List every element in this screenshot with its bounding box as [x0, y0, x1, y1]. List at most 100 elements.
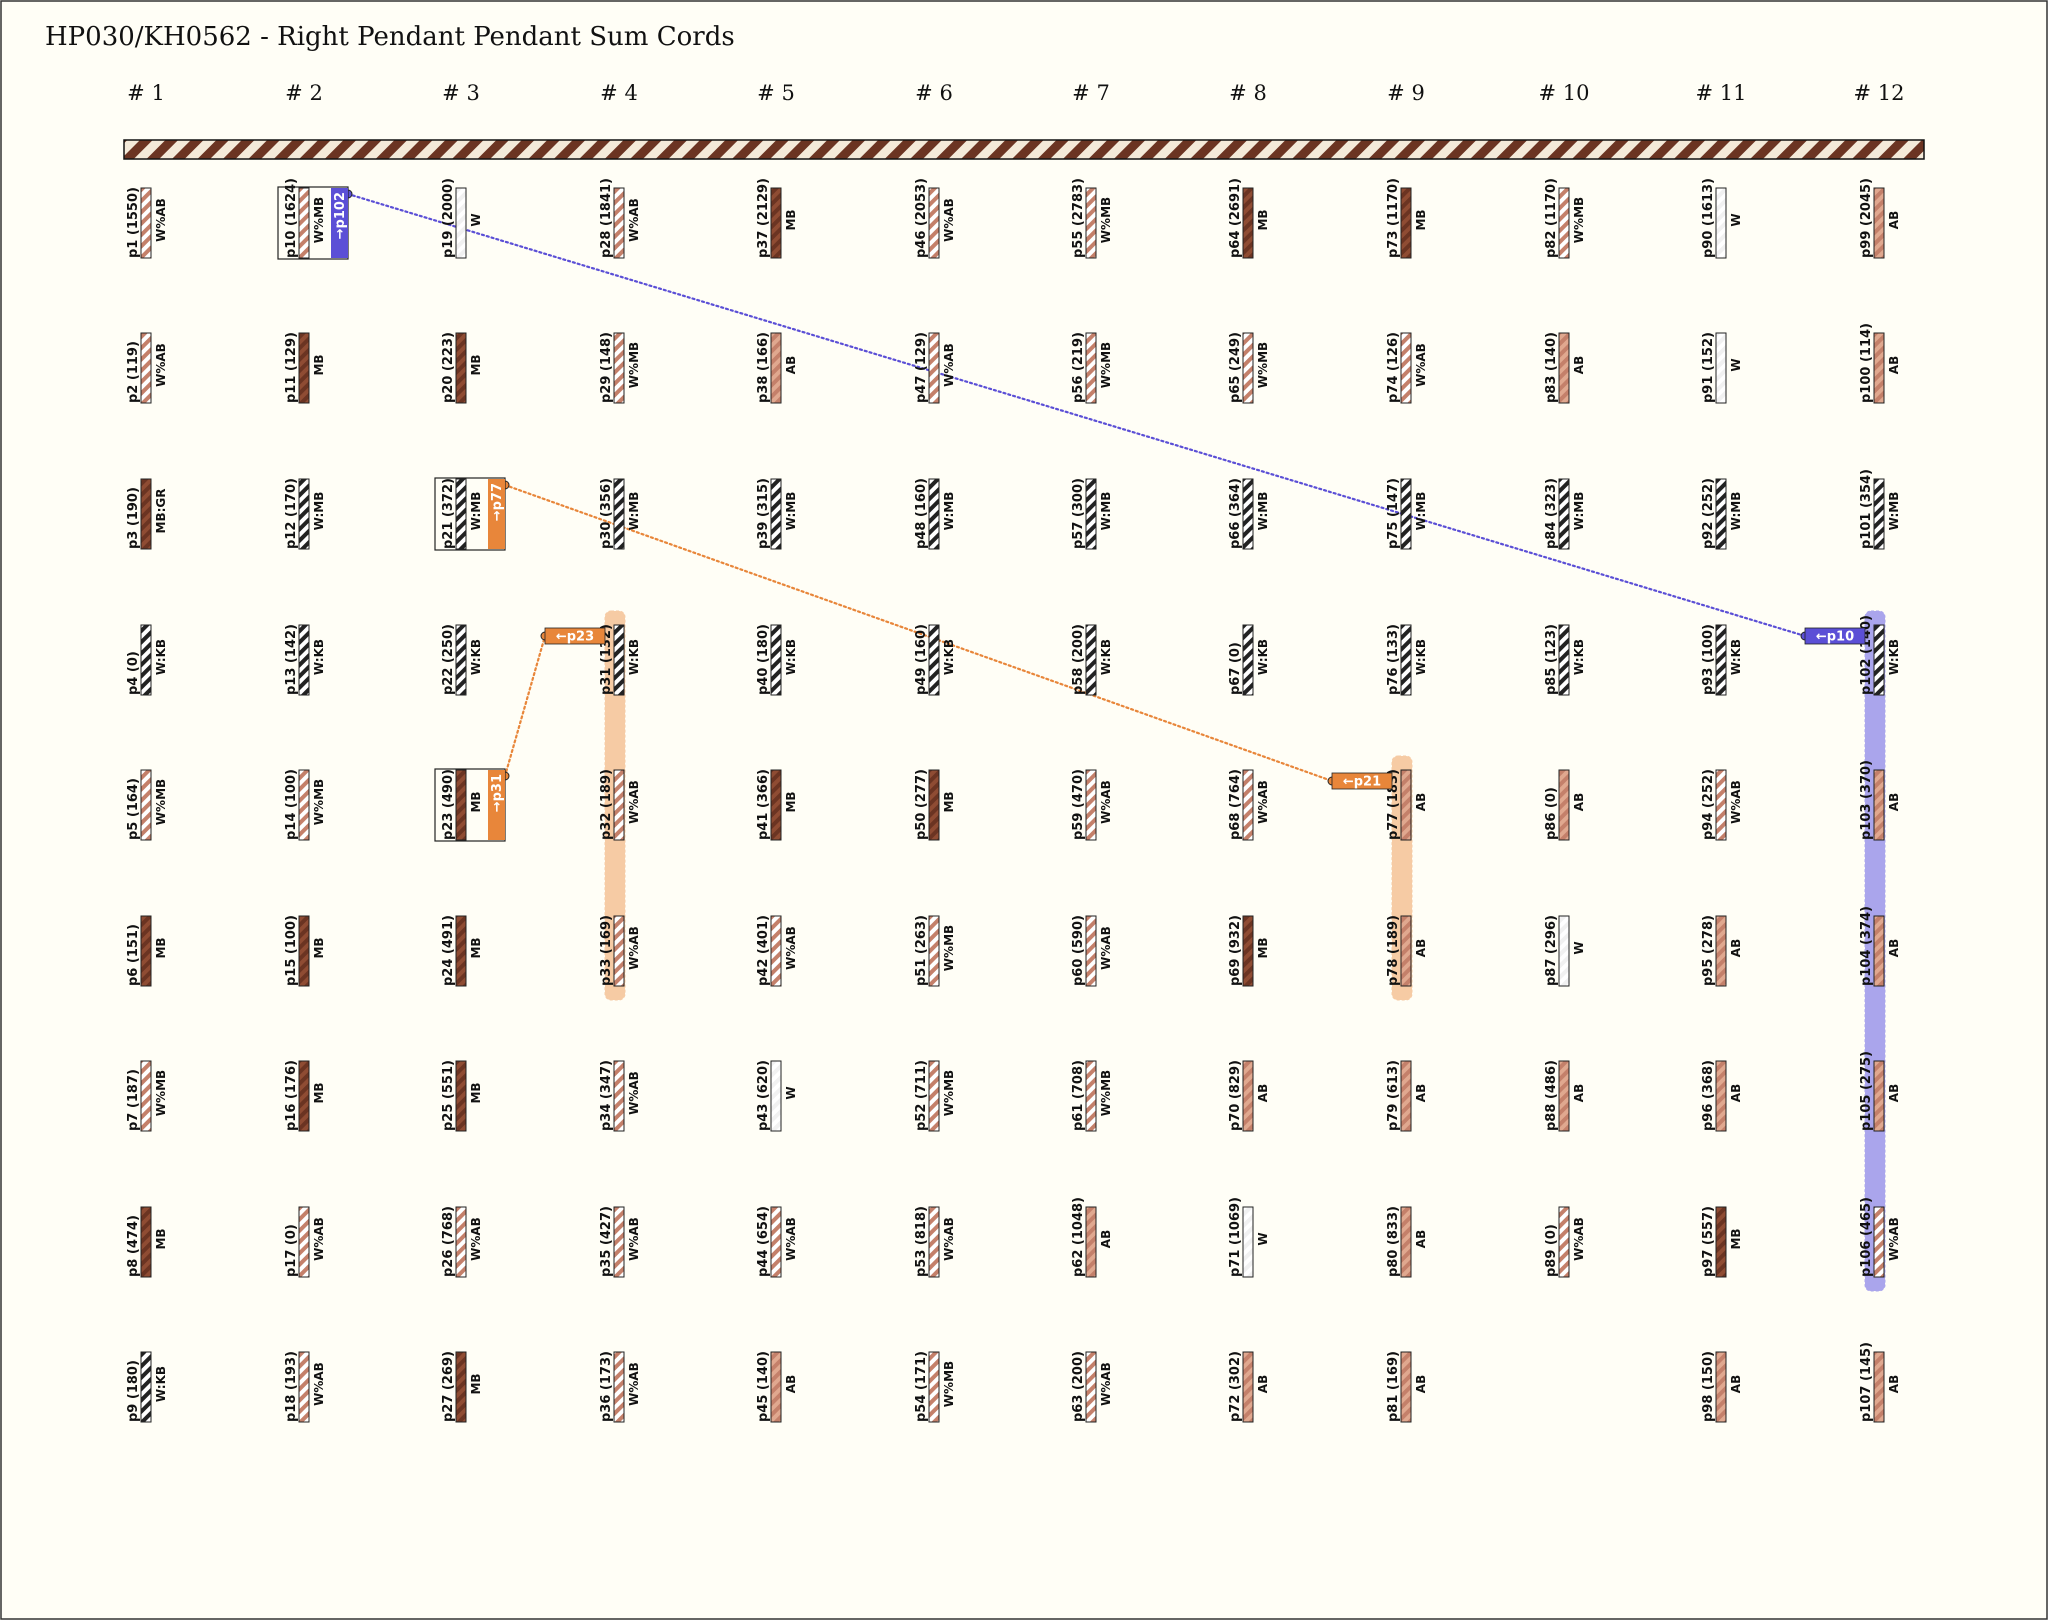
- pendant-cord-p41: p41 (366) MB: [756, 769, 798, 841]
- pendant-cord-p85: p85 (123) W:KB: [1544, 624, 1586, 696]
- cord-color-label: W%MB: [1572, 197, 1586, 243]
- cord-color-label: W: [469, 213, 483, 226]
- cord-swatch: [613, 624, 625, 696]
- pendant-cord-p38: p38 (166) AB: [756, 332, 798, 404]
- cord-label: p36 (173): [599, 1351, 614, 1422]
- cord-swatch: [928, 624, 940, 696]
- pendant-cord-p96: p96 (368) AB: [1701, 1060, 1743, 1132]
- cord-label: p58 (200): [1071, 624, 1086, 695]
- cord-label: p21 (372): [441, 478, 456, 549]
- cord-swatch: [1873, 624, 1885, 696]
- cord-label: p19 (2000): [441, 178, 456, 258]
- cord-color-label: AB: [1572, 793, 1586, 811]
- cord-swatch: [928, 1351, 940, 1423]
- cord-swatch: [140, 1060, 152, 1132]
- cord-color-label: W:KB: [1887, 639, 1901, 675]
- cord-label: p44 (654): [756, 1206, 771, 1277]
- cord-color-label: W%AB: [1099, 1362, 1113, 1406]
- cord-swatch: [1715, 915, 1727, 987]
- cord-label: p26 (768): [441, 1206, 456, 1277]
- cord-color-label: AB: [1414, 793, 1428, 811]
- cord-color-label: W%MB: [1099, 197, 1113, 243]
- cord-label: p97 (557): [1701, 1206, 1716, 1277]
- pendant-cord-p98: p98 (150) AB: [1701, 1351, 1743, 1423]
- sum-tag-p10: →p102: [331, 188, 348, 258]
- cord-color-label: MB: [1729, 1228, 1743, 1249]
- cord-label: p8 (474): [126, 1215, 141, 1277]
- cord-label: p7 (187): [126, 1069, 141, 1131]
- cord-color-label: W:MB: [1887, 492, 1901, 531]
- cord-swatch: [1085, 1351, 1097, 1423]
- cord-color-label: W%AB: [1099, 780, 1113, 824]
- cord-swatch: [1085, 769, 1097, 841]
- cord-label: p14 (100): [284, 769, 299, 840]
- group-label: # 6: [915, 81, 953, 105]
- cord-color-label: MB: [784, 209, 798, 230]
- cord-color-label: W:KB: [627, 639, 641, 675]
- cord-color-label: AB: [1887, 356, 1901, 374]
- sum-tag-p23: →p31: [488, 770, 505, 840]
- cord-swatch: [1400, 915, 1412, 987]
- pendant-cord-p3: p3 (190) MB:GR: [126, 478, 168, 550]
- cord-color-label: W%MB: [154, 1070, 168, 1116]
- cord-label: p72 (302): [1228, 1351, 1243, 1422]
- cord-color-label: AB: [1256, 1084, 1270, 1102]
- pendant-cord-p33: p33 (169) W%AB: [599, 915, 641, 987]
- cord-swatch: [1400, 1060, 1412, 1132]
- pendant-cord-p47: p47 (129) W%AB: [914, 332, 956, 404]
- cord-swatch: [1873, 1351, 1885, 1423]
- cord-label: p65 (249): [1228, 332, 1243, 403]
- cord-swatch: [1558, 478, 1570, 550]
- cord-label: p60 (590): [1071, 915, 1086, 986]
- cord-label: p27 (269): [441, 1351, 456, 1422]
- cord-swatch: [1558, 1060, 1570, 1132]
- cord-color-label: W:KB: [1414, 639, 1428, 675]
- cord-swatch: [455, 624, 467, 696]
- cord-label: p55 (2783): [1071, 178, 1086, 258]
- cord-color-label: MB: [469, 354, 483, 375]
- cord-swatch: [1242, 1351, 1254, 1423]
- cord-color-label: W:MB: [942, 492, 956, 531]
- cord-label: p101 (354): [1859, 469, 1874, 549]
- group-label: # 12: [1854, 81, 1905, 105]
- cord-label: p45 (140): [756, 1351, 771, 1422]
- cord-color-label: MB: [1256, 209, 1270, 230]
- cord-color-label: W:MB: [1729, 492, 1743, 531]
- cord-swatch: [1558, 624, 1570, 696]
- cord-color-label: W%AB: [1256, 780, 1270, 824]
- cord-label: p105 (275): [1859, 1051, 1874, 1131]
- cord-swatch: [1715, 478, 1727, 550]
- pendant-cord-p100: p100 (114) AB: [1859, 323, 1901, 404]
- cord-swatch: [1873, 187, 1885, 259]
- cord-color-label: W:KB: [942, 639, 956, 675]
- cord-swatch: [770, 187, 782, 259]
- sum-tag-label: →p31: [490, 774, 505, 812]
- pendant-cord-p25: p25 (551) MB: [441, 1060, 483, 1132]
- cord-swatch: [770, 332, 782, 404]
- pendant-cord-p39: p39 (315) W:MB: [756, 478, 798, 550]
- cord-swatch: [1242, 332, 1254, 404]
- cord-color-label: W%AB: [942, 198, 956, 242]
- pendant-cord-p88: p88 (486) AB: [1544, 1060, 1586, 1132]
- cord-label: p10 (1624): [284, 178, 299, 258]
- cord-swatch: [298, 187, 310, 259]
- pendant-cord-p9: p9 (180) W:KB: [126, 1351, 168, 1423]
- pendant-cord-p12: p12 (170) W:MB: [284, 478, 326, 550]
- cord-color-label: W%AB: [784, 1217, 798, 1261]
- cord-color-label: W:MB: [312, 492, 326, 531]
- cord-label: p33 (169): [599, 915, 614, 986]
- pendant-cord-p61: p61 (708) W%MB: [1071, 1060, 1113, 1132]
- cord-label: p37 (2129): [756, 178, 771, 258]
- pendant-cord-p50: p50 (277) MB: [914, 769, 956, 841]
- pendant-cord-p78: p78 (189) AB: [1386, 915, 1428, 987]
- pendant-cord-p35: p35 (427) W%AB: [599, 1206, 641, 1278]
- cord-color-label: W%AB: [784, 926, 798, 970]
- cord-color-label: AB: [1414, 1230, 1428, 1248]
- cord-swatch: [1558, 915, 1570, 987]
- cord-label: p42 (401): [756, 915, 771, 986]
- pendant-cord-p56: p56 (219) W%MB: [1071, 332, 1113, 404]
- cord-color-label: AB: [1414, 1375, 1428, 1393]
- cord-color-label: W%MB: [1099, 1070, 1113, 1116]
- sum-tag-label: →p77: [490, 483, 505, 521]
